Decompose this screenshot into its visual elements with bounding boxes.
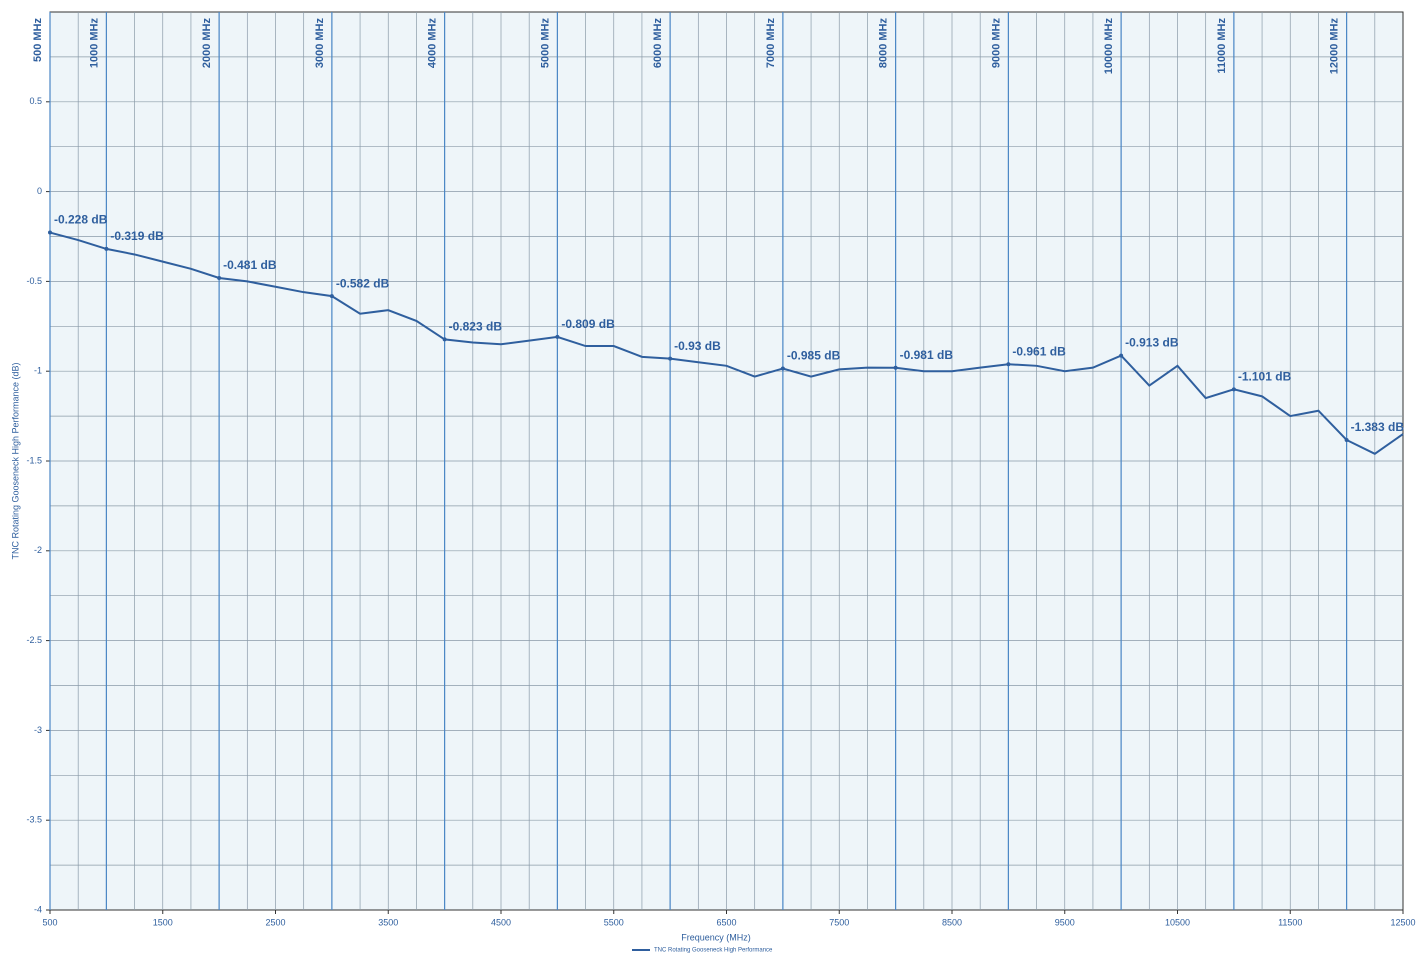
marker-label: 7000 MHz: [765, 18, 777, 69]
x-tick-label: 2500: [265, 917, 285, 927]
marker-value-label: -0.481 dB: [223, 258, 277, 272]
marker-label: 10000 MHz: [1103, 18, 1115, 75]
marker-point: [893, 365, 898, 370]
x-tick-label: 12500: [1390, 917, 1415, 927]
marker-value-label: -0.985 dB: [787, 349, 841, 363]
legend-label: TNC Rotating Gooseneck High Performance: [654, 948, 773, 954]
marker-point: [780, 366, 785, 371]
marker-label: 9000 MHz: [990, 18, 1002, 69]
marker-label: 12000 MHz: [1329, 18, 1341, 75]
marker-value-label: -0.93 dB: [674, 339, 721, 353]
x-tick-label: 4500: [491, 917, 511, 927]
x-tick-label: 11500: [1278, 917, 1302, 927]
y-tick-label: -3: [34, 725, 42, 735]
marker-label: 3000 MHz: [314, 18, 326, 69]
marker-point: [48, 230, 52, 235]
line-series: [49, 231, 1404, 455]
y-tick-label: -0.5: [26, 276, 42, 286]
marker-point: [442, 337, 447, 342]
marker-value-label: -0.981 dB: [900, 348, 954, 362]
x-axis-label: Frequency (MHz): [681, 932, 751, 942]
marker-label: 1000 MHz: [88, 18, 100, 69]
y-tick-label: -1.5: [26, 455, 42, 465]
marker-point: [104, 246, 109, 251]
marker-label: 4000 MHz: [427, 18, 439, 69]
x-tick-label: 7500: [829, 917, 849, 927]
x-tick-label: 5500: [604, 917, 624, 927]
marker-label: 6000 MHz: [652, 18, 664, 69]
marker-point: [1231, 387, 1236, 392]
y-tick-label: -4: [34, 904, 42, 914]
marker-value-label: -0.823 dB: [449, 320, 503, 334]
marker-value-label: -1.101 dB: [1238, 370, 1292, 384]
marker-value-label: -0.913 dB: [1125, 336, 1179, 350]
y-axis-label: TNC Rotating Gooseneck High Performance …: [10, 362, 20, 559]
marker-label: 5000 MHz: [539, 18, 551, 69]
marker-value-label: -1.383 dB: [1351, 420, 1405, 434]
y-tick-label: -2: [34, 545, 42, 555]
marker-point: [1119, 353, 1124, 358]
x-tick-label: 8500: [942, 917, 962, 927]
y-tick-label: 0: [37, 186, 42, 196]
marker-label: 500 MHz: [32, 18, 44, 63]
y-tick-label: -3.5: [26, 815, 42, 825]
x-tick-label: 1500: [153, 917, 173, 927]
marker-value-label: -0.582 dB: [336, 276, 390, 290]
y-tick-label: 0.5: [29, 96, 42, 106]
marker-point: [217, 275, 222, 280]
marker-value-label: -0.228 dB: [54, 213, 108, 227]
x-tick-label: 3500: [378, 917, 398, 927]
marker-point: [1344, 437, 1349, 442]
marker-point: [668, 356, 673, 361]
marker-value-label: -0.319 dB: [110, 229, 164, 243]
marker-point: [555, 334, 560, 339]
y-tick-label: -2.5: [26, 635, 42, 645]
x-tick-label: 10500: [1165, 917, 1190, 927]
marker-point: [329, 294, 334, 299]
marker-point: [1006, 362, 1011, 367]
y-tick-label: -1: [34, 366, 42, 376]
x-tick-label: 500: [42, 917, 57, 927]
x-tick-label: 6500: [716, 917, 736, 927]
x-tick-label: 9500: [1055, 917, 1075, 927]
marker-label: 2000 MHz: [201, 18, 213, 69]
marker-value-label: -0.809 dB: [561, 317, 615, 331]
marker-label: 11000 MHz: [1216, 18, 1228, 74]
marker-label: 8000 MHz: [878, 18, 890, 69]
marker-value-label: -0.961 dB: [1012, 344, 1066, 358]
